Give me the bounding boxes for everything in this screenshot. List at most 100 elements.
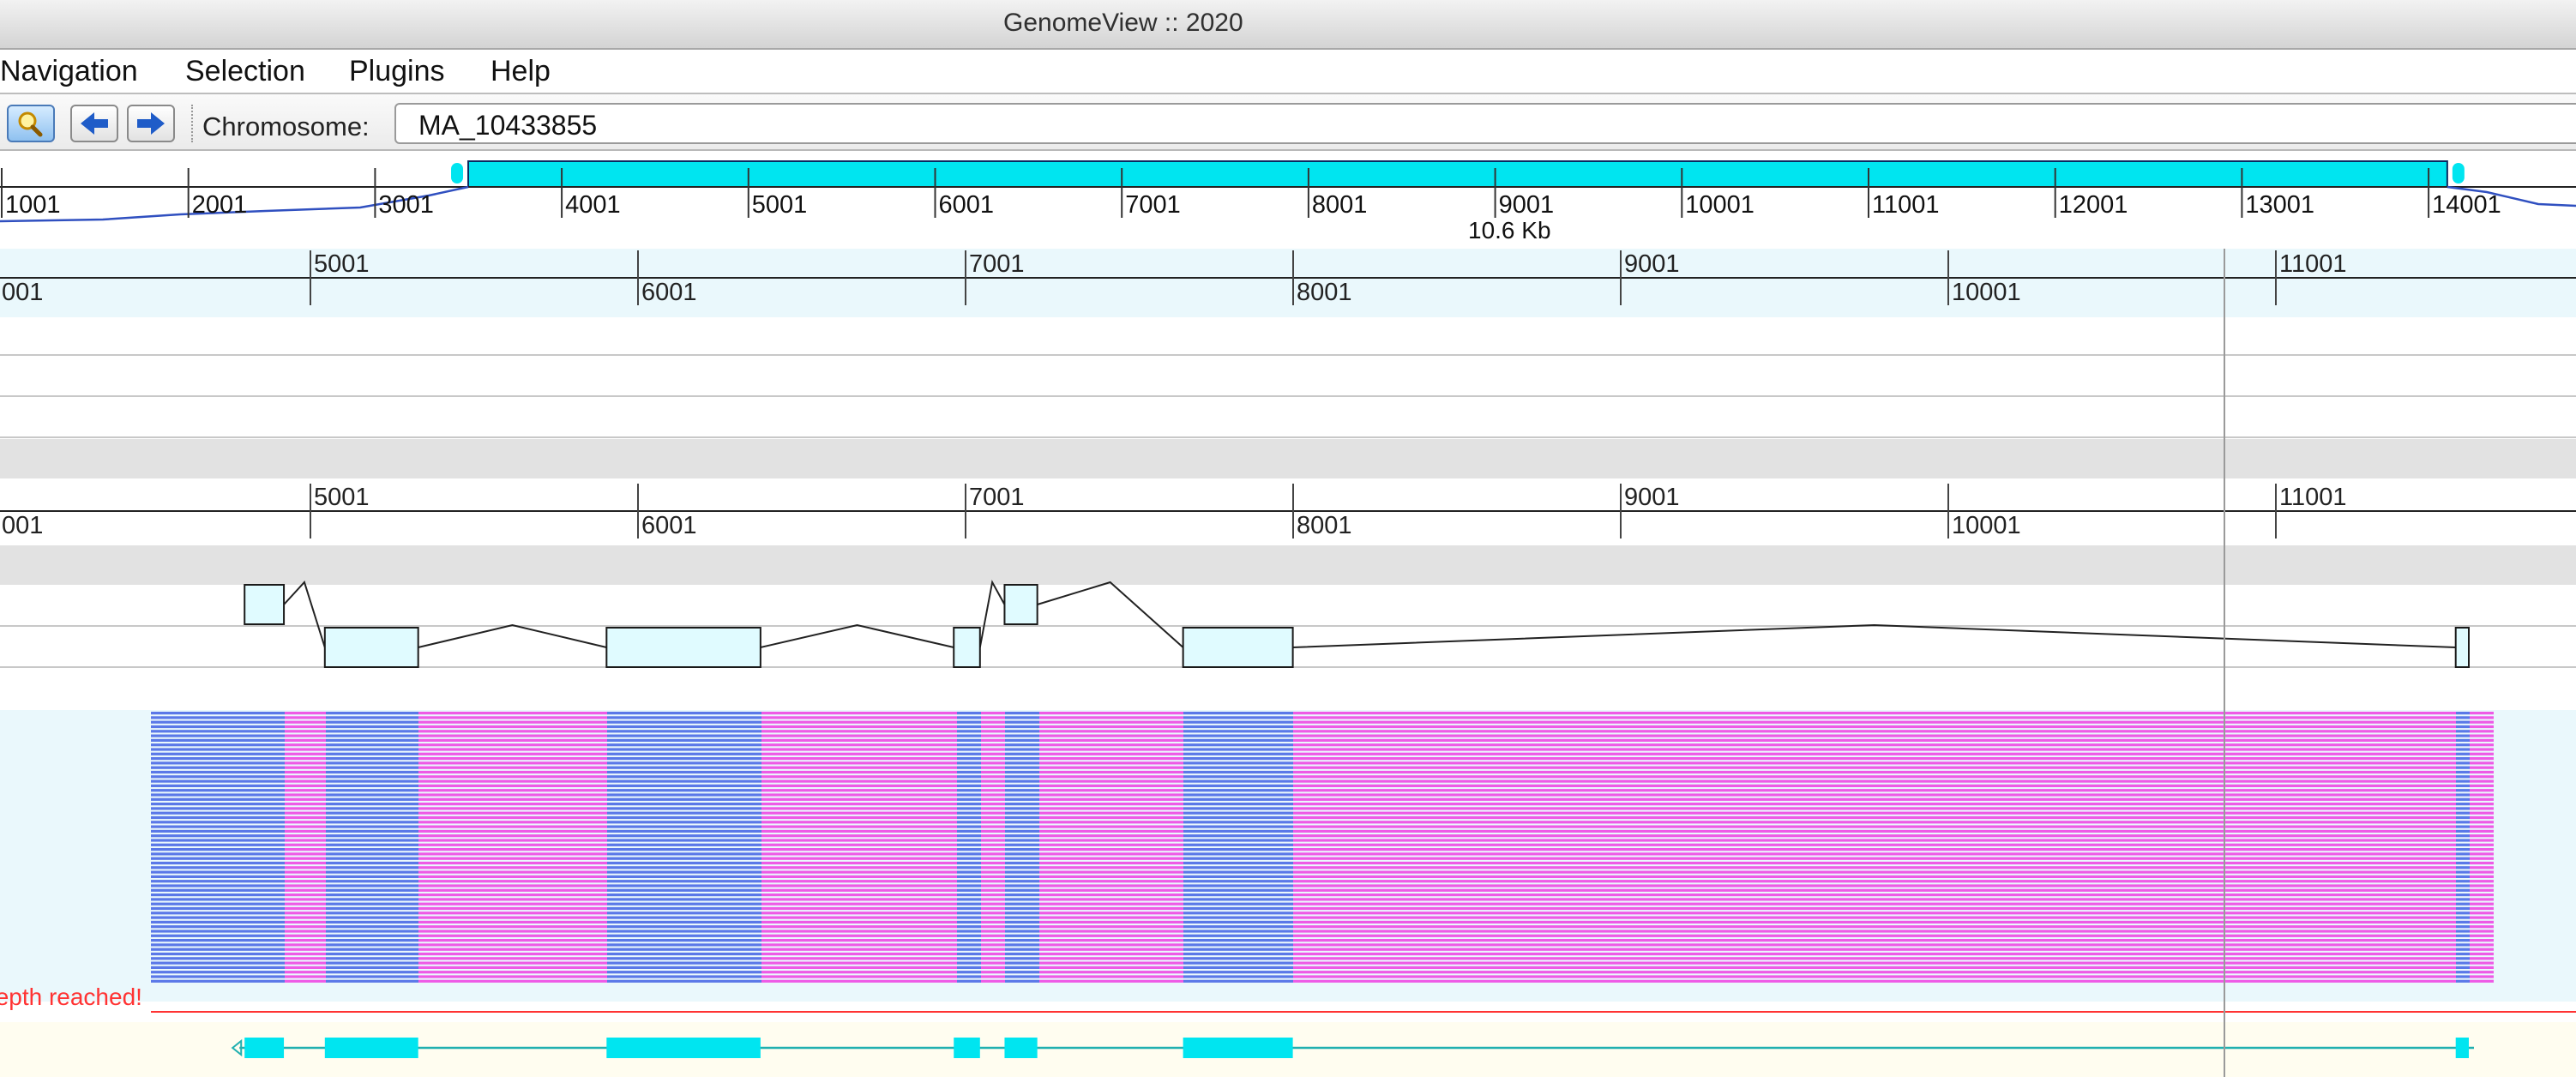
annotation-track[interactable] [0, 1022, 2576, 1077]
read-segment [1005, 966, 1039, 969]
gene-model-track[interactable] [0, 580, 2576, 668]
read-row[interactable] [151, 861, 2494, 865]
read-row[interactable] [151, 880, 2494, 883]
read-row[interactable] [151, 725, 2494, 729]
read-row[interactable] [151, 797, 2494, 801]
read-row[interactable] [151, 975, 2494, 978]
read-row[interactable] [151, 775, 2494, 779]
read-row[interactable] [151, 902, 2494, 906]
read-row[interactable] [151, 952, 2494, 956]
read-row[interactable] [151, 734, 2494, 737]
read-row[interactable] [151, 784, 2494, 787]
read-row[interactable] [151, 811, 2494, 815]
cds-block[interactable] [954, 1038, 980, 1058]
read-row[interactable] [151, 834, 2494, 838]
read-row[interactable] [151, 957, 2494, 960]
read-row[interactable] [151, 893, 2494, 897]
read-row[interactable] [151, 857, 2494, 860]
read-row[interactable] [151, 925, 2494, 929]
read-row[interactable] [151, 866, 2494, 869]
read-row[interactable] [151, 761, 2494, 765]
selection-handle-right[interactable] [2452, 163, 2465, 184]
cds-block[interactable] [1183, 1038, 1293, 1058]
exon-block[interactable] [244, 584, 286, 625]
read-segment [1039, 943, 1183, 947]
read-row[interactable] [151, 966, 2494, 969]
read-row[interactable] [151, 912, 2494, 915]
forward-button[interactable] [127, 105, 175, 142]
read-row[interactable] [151, 738, 2494, 742]
read-row[interactable] [151, 712, 2494, 715]
read-row[interactable] [151, 766, 2494, 769]
read-row[interactable] [151, 807, 2494, 810]
overview-selection[interactable] [467, 160, 2448, 188]
read-row[interactable] [151, 752, 2494, 755]
read-row[interactable] [151, 916, 2494, 919]
read-row[interactable] [151, 730, 2494, 733]
read-row[interactable] [151, 839, 2494, 842]
read-row[interactable] [151, 757, 2494, 761]
chromosome-field[interactable]: MA_10433855 [394, 103, 2576, 144]
read-row[interactable] [151, 920, 2494, 924]
read-segment [326, 888, 418, 892]
read-row[interactable] [151, 943, 2494, 947]
exon-block[interactable] [605, 627, 761, 668]
read-row[interactable] [151, 743, 2494, 747]
cds-block[interactable] [2455, 1038, 2469, 1058]
reads-track[interactable]: Maximum depth reached! [0, 710, 2576, 1013]
read-row[interactable] [151, 716, 2494, 719]
read-segment [1039, 916, 1183, 919]
read-segment [1183, 888, 1293, 892]
read-row[interactable] [151, 906, 2494, 911]
read-row[interactable] [151, 829, 2494, 833]
cds-block[interactable] [606, 1038, 761, 1058]
read-row[interactable] [151, 803, 2494, 806]
back-button[interactable] [70, 105, 118, 142]
read-row[interactable] [151, 789, 2494, 792]
read-row[interactable] [151, 852, 2494, 856]
menu-plugins[interactable]: Plugins [349, 55, 445, 87]
read-row[interactable] [151, 971, 2494, 974]
read-row[interactable] [151, 815, 2494, 820]
menu-selection[interactable]: Selection [185, 55, 305, 87]
read-row[interactable] [151, 884, 2494, 887]
read-segment [1183, 803, 1293, 806]
read-segment [2456, 898, 2470, 901]
read-row[interactable] [151, 961, 2494, 965]
cds-block[interactable] [244, 1038, 285, 1058]
read-row[interactable] [151, 934, 2494, 937]
read-row[interactable] [151, 825, 2494, 828]
read-row[interactable] [151, 979, 2494, 983]
cds-block[interactable] [1004, 1038, 1038, 1058]
read-row[interactable] [151, 875, 2494, 878]
read-row[interactable] [151, 848, 2494, 851]
read-row[interactable] [151, 930, 2494, 933]
selection-handle-left[interactable] [451, 163, 464, 184]
exon-block[interactable] [1003, 584, 1038, 625]
exon-block[interactable] [323, 627, 419, 668]
read-row[interactable] [151, 793, 2494, 797]
read-row[interactable] [151, 870, 2494, 874]
read-row[interactable] [151, 898, 2494, 901]
read-row[interactable] [151, 843, 2494, 846]
read-row[interactable] [151, 888, 2494, 892]
read-segment [151, 948, 285, 951]
exon-block[interactable] [1182, 627, 1294, 668]
read-row[interactable] [151, 770, 2494, 774]
read-row[interactable] [151, 948, 2494, 951]
read-row[interactable] [151, 720, 2494, 724]
read-row[interactable] [151, 939, 2494, 942]
zoom-button[interactable] [7, 105, 55, 142]
exon-block[interactable] [953, 627, 981, 668]
read-segment [326, 839, 418, 842]
read-row[interactable] [151, 821, 2494, 824]
exon-block[interactable] [2454, 627, 2470, 668]
read-segment [151, 875, 285, 878]
overview-track[interactable]: 1001 2001 3001 4001 5001 6001 7001 8001 9001 1000… [0, 160, 2576, 244]
cds-block[interactable] [324, 1038, 418, 1058]
menu-help[interactable]: Help [491, 55, 551, 87]
read-row[interactable] [151, 779, 2494, 783]
menu-navigation[interactable]: Navigation [0, 55, 138, 87]
read-segment [607, 712, 761, 715]
read-row[interactable] [151, 748, 2494, 751]
